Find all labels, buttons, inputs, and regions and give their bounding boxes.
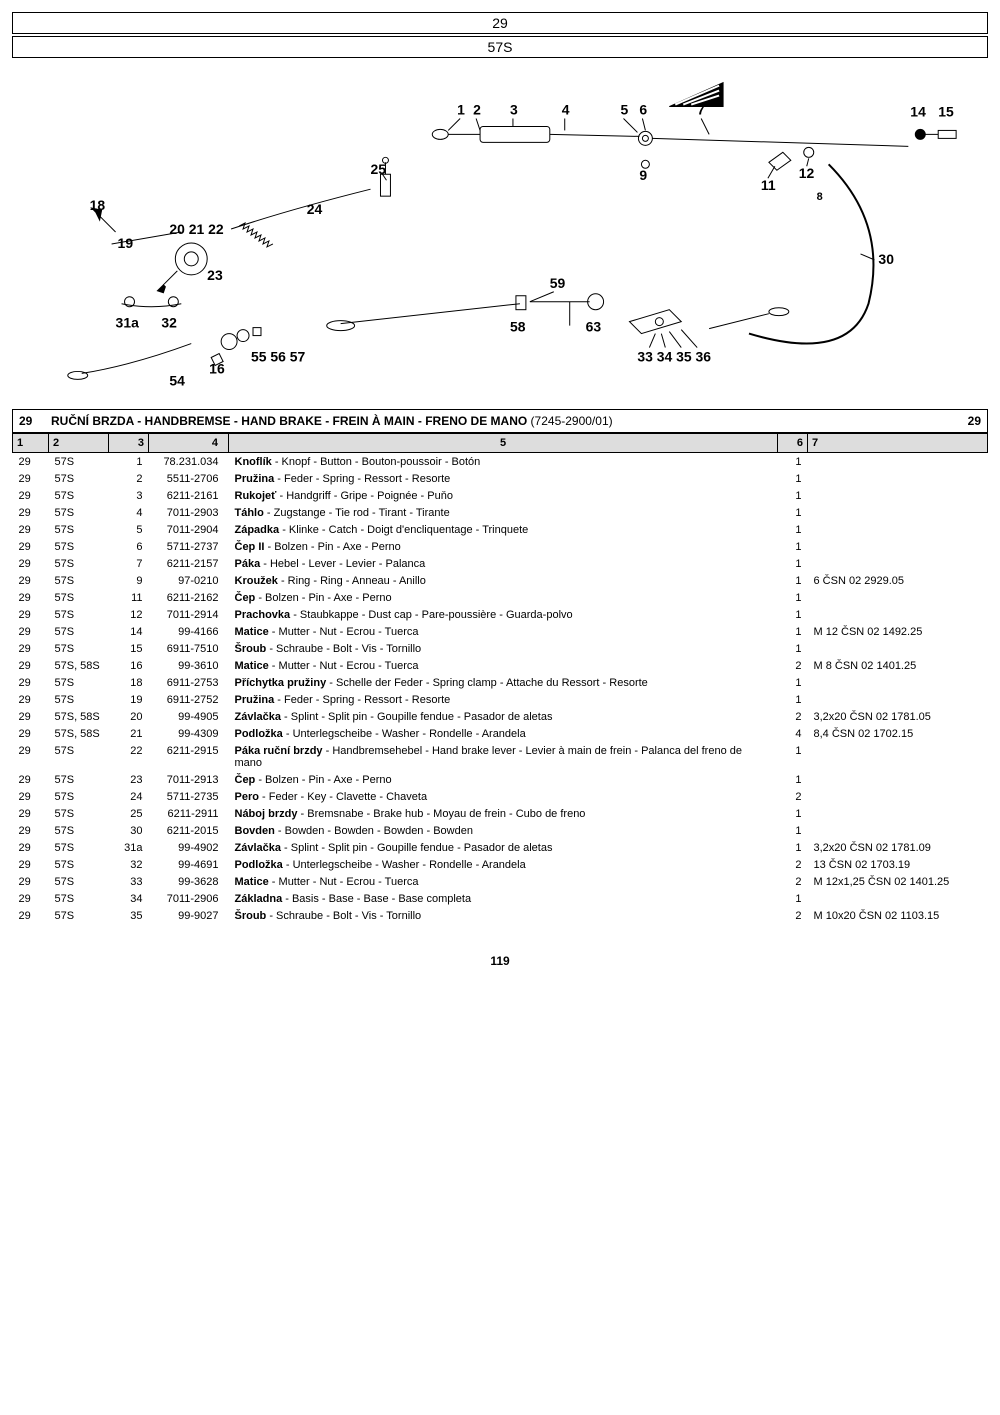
page-ref-model: 57S <box>12 36 988 58</box>
page-ref-top: 29 <box>12 12 988 34</box>
table-row: 2957S237011-2913Čep - Bolzen - Pin - Axe… <box>13 771 988 788</box>
table-row: 2957S256211-2911Náboj brzdy - Bremsnabe … <box>13 805 988 822</box>
section-header: 29 RUČNÍ BRZDA - HANDBREMSE - HAND BRAKE… <box>12 409 988 433</box>
exploded-diagram: 1 2 3 4 5 6 7 9 11 12 14 15 8 <box>12 74 988 394</box>
table-row: 2957S, 58S2099-4905Závlačka - Splint - S… <box>13 708 988 725</box>
svg-text:63: 63 <box>586 319 602 335</box>
table-row: 2957S156911-7510Šroub - Schraube - Bolt … <box>13 640 988 657</box>
section-num-left: 29 <box>19 414 51 428</box>
svg-text:18: 18 <box>90 197 106 213</box>
table-row: 2957S, 58S2199-4309Podložka - Unterlegsc… <box>13 725 988 742</box>
table-row: 2957S36211-2161Rukojeť - Handgriff - Gri… <box>13 487 988 504</box>
table-row: 2957S3299-4691Podložka - Unterlegscheibe… <box>13 856 988 873</box>
table-row: 2957S76211-2157Páka - Hebel - Lever - Le… <box>13 555 988 572</box>
page-number: 119 <box>12 954 988 968</box>
col-4: 4 <box>149 434 229 453</box>
table-row: 2957S306211-2015Bovden - Bowden - Bowden… <box>13 822 988 839</box>
table-row: 2957S127011-2914Prachovka - Staubkappe -… <box>13 606 988 623</box>
svg-text:25: 25 <box>371 161 387 177</box>
table-row: 2957S47011-2903Táhlo - Zugstange - Tie r… <box>13 504 988 521</box>
section-title-main: RUČNÍ BRZDA - HANDBREMSE - HAND BRAKE - … <box>51 414 527 428</box>
table-row: 2957S57011-2904Západka - Klinke - Catch … <box>13 521 988 538</box>
table-row: 2957S347011-2906Základna - Basis - Base … <box>13 890 988 907</box>
svg-text:58: 58 <box>510 319 526 335</box>
table-row: 2957S997-0210Kroužek - Ring - Ring - Ann… <box>13 572 988 589</box>
table-row: 2957S65711-2737Čep II - Bolzen - Pin - A… <box>13 538 988 555</box>
table-row: 2957S226211-2915Páka ruční brzdy - Handb… <box>13 742 988 771</box>
svg-text:5: 5 <box>621 101 629 117</box>
svg-text:2: 2 <box>473 101 481 117</box>
table-row: 2957S245711-2735Pero - Feder - Key - Cla… <box>13 788 988 805</box>
col-1: 1 <box>13 434 49 453</box>
table-row: 2957S186911-2753Příchytka pružiny - Sche… <box>13 674 988 691</box>
svg-text:20 21 22: 20 21 22 <box>169 221 224 237</box>
svg-text:31a: 31a <box>116 315 140 331</box>
svg-text:33 34 35 36: 33 34 35 36 <box>637 348 711 364</box>
svg-text:1: 1 <box>457 101 465 117</box>
svg-text:15: 15 <box>938 103 954 119</box>
section-title-code: (7245-2900/01) <box>531 414 613 428</box>
svg-text:7: 7 <box>697 101 705 117</box>
svg-text:24: 24 <box>307 201 323 217</box>
svg-text:14: 14 <box>910 103 926 119</box>
table-row: 2957S3599-9027Šroub - Schraube - Bolt - … <box>13 907 988 924</box>
col-6: 6 <box>778 434 808 453</box>
svg-text:19: 19 <box>118 235 134 251</box>
svg-text:6: 6 <box>639 101 647 117</box>
table-row: 2957S, 58S1699-3610Matice - Mutter - Nut… <box>13 657 988 674</box>
svg-text:59: 59 <box>550 275 566 291</box>
table-row: 2957S116211-2162Čep - Bolzen - Pin - Axe… <box>13 589 988 606</box>
col-2: 2 <box>49 434 109 453</box>
table-row: 2957S178.231.034Knoflík - Knopf - Button… <box>13 453 988 471</box>
table-body: 2957S178.231.034Knoflík - Knopf - Button… <box>13 453 988 925</box>
svg-text:8: 8 <box>817 191 823 203</box>
svg-text:32: 32 <box>161 315 177 331</box>
table-row: 2957S25511-2706Pružina - Feder - Spring … <box>13 470 988 487</box>
svg-text:3: 3 <box>510 101 518 117</box>
svg-text:16: 16 <box>209 360 225 376</box>
svg-text:9: 9 <box>639 167 647 183</box>
table-row: 2957S31a99-4902Závlačka - Splint - Split… <box>13 839 988 856</box>
table-header-row: 1 2 3 4 5 6 7 <box>13 434 988 453</box>
svg-text:54: 54 <box>169 372 185 388</box>
col-5: 5 <box>229 434 778 453</box>
svg-text:12: 12 <box>799 165 815 181</box>
table-row: 2957S3399-3628Matice - Mutter - Nut - Ec… <box>13 873 988 890</box>
section-num-right: 29 <box>957 414 981 428</box>
svg-text:30: 30 <box>878 251 894 267</box>
svg-text:55 56 57: 55 56 57 <box>251 348 306 364</box>
parts-table: 1 2 3 4 5 6 7 2957S178.231.034Knoflík - … <box>12 433 988 924</box>
svg-text:4: 4 <box>562 101 570 117</box>
table-row: 2957S1499-4166Matice - Mutter - Nut - Ec… <box>13 623 988 640</box>
col-7: 7 <box>808 434 988 453</box>
svg-text:23: 23 <box>207 267 223 283</box>
col-3: 3 <box>109 434 149 453</box>
table-row: 2957S196911-2752Pružina - Feder - Spring… <box>13 691 988 708</box>
svg-text:11: 11 <box>761 177 776 193</box>
section-title: RUČNÍ BRZDA - HANDBREMSE - HAND BRAKE - … <box>51 414 957 428</box>
